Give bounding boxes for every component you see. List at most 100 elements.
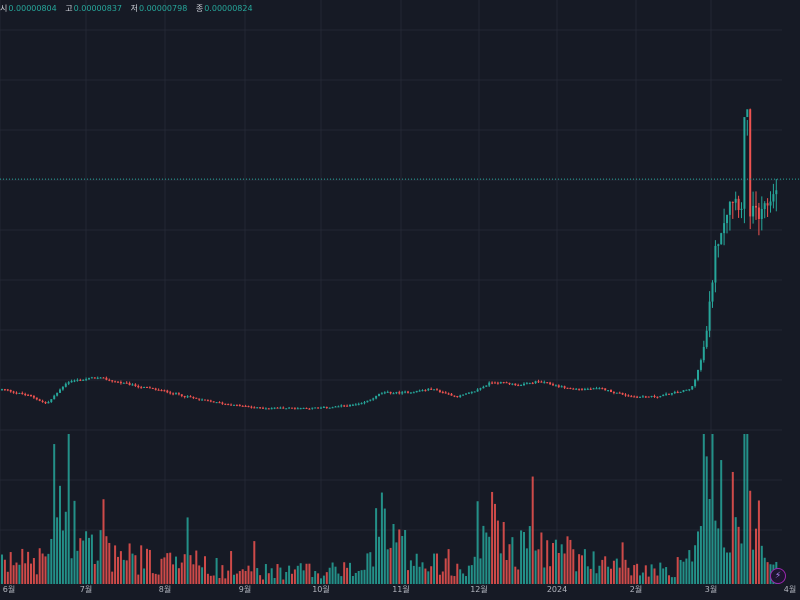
candle-body — [3, 389, 6, 391]
volume-bar — [157, 574, 160, 584]
volume-bar — [534, 550, 537, 584]
candle-body — [308, 408, 311, 410]
candle-body — [183, 395, 186, 398]
candle-body — [520, 385, 523, 387]
candle-body — [375, 395, 378, 399]
volume-bar — [743, 434, 746, 584]
volume-bar — [15, 562, 18, 584]
x-tick-label: 9월 — [239, 584, 251, 594]
candle-body — [270, 408, 273, 410]
volume-bar — [581, 555, 583, 584]
volume-bar — [117, 556, 119, 584]
volume-bar — [673, 577, 676, 584]
candle-body — [412, 392, 415, 394]
volume-bar — [276, 564, 279, 584]
volume-bar — [198, 565, 201, 584]
candle-body — [262, 407, 264, 409]
candle-body — [502, 382, 505, 384]
candle-body — [157, 389, 160, 391]
candle-body — [90, 377, 93, 379]
volume-bar — [18, 564, 21, 584]
candle-body — [641, 396, 644, 398]
volume-bar — [114, 545, 117, 584]
volume-bar — [372, 566, 375, 584]
lightning-icon[interactable]: ⚡ — [770, 568, 786, 584]
candle-body — [218, 402, 221, 404]
candle-body — [737, 198, 740, 210]
volume-bar — [163, 557, 166, 584]
candle-body — [50, 399, 53, 403]
volume-bar — [540, 532, 543, 584]
candle-body — [1, 389, 3, 391]
candle-body — [291, 407, 293, 409]
candle-body — [610, 390, 612, 392]
candle-body — [636, 396, 639, 398]
candle-body — [511, 383, 514, 385]
volume-bar — [404, 529, 407, 584]
volume-bar — [702, 434, 705, 584]
candle-body — [143, 386, 146, 388]
volume-bar — [267, 573, 270, 584]
candle-body — [349, 404, 351, 407]
candle-body — [322, 406, 325, 408]
volume-bar — [734, 517, 737, 584]
candle-body — [267, 408, 270, 410]
volume-bar — [56, 517, 59, 584]
volume-bar — [47, 553, 50, 584]
candle-body — [32, 395, 35, 398]
volume-bar — [589, 568, 592, 584]
candle-body — [554, 385, 557, 387]
candle-body — [453, 395, 456, 397]
candle-body — [67, 382, 70, 384]
candle-body — [21, 392, 24, 394]
candle-body — [612, 391, 615, 393]
candle-body — [279, 407, 282, 409]
volume-bar — [731, 471, 734, 584]
candle-body — [514, 383, 517, 386]
candle-body — [456, 396, 459, 398]
volume-bar — [627, 567, 630, 584]
volume-bar — [639, 575, 641, 584]
volume-bar — [140, 545, 143, 584]
candle-body — [85, 379, 88, 381]
volume-bar — [757, 500, 760, 584]
volume-bar — [21, 548, 24, 584]
candle-body — [476, 389, 479, 392]
volume-bar — [337, 573, 340, 584]
volume-bar — [569, 539, 572, 584]
volume-bar — [360, 570, 363, 584]
candle-body — [380, 393, 383, 395]
candle-body — [35, 397, 38, 400]
candle-body — [702, 346, 705, 361]
candle-body — [366, 400, 369, 403]
volume-bar — [653, 568, 656, 584]
volume-bar — [180, 562, 183, 584]
volume-bar — [508, 544, 511, 584]
candle-body — [227, 404, 230, 406]
candle-body — [467, 392, 470, 394]
volume-bar — [595, 573, 598, 584]
candle-body — [433, 389, 436, 391]
candle-body — [618, 392, 621, 394]
volume-bar — [415, 553, 418, 584]
candle-body — [299, 408, 302, 410]
candle-body — [395, 392, 398, 394]
candle-body — [18, 392, 21, 394]
volume-bar — [128, 543, 131, 584]
x-tick-label: 6월 — [3, 584, 15, 594]
candle-body — [726, 214, 728, 224]
candle-body — [479, 388, 482, 390]
candle-body — [499, 382, 502, 384]
candle-body — [407, 391, 409, 393]
volume-bar — [656, 575, 659, 584]
volume-bar — [659, 562, 662, 584]
candle-body — [465, 393, 467, 395]
volume-bar — [598, 565, 601, 584]
candle-body — [148, 387, 151, 389]
volume-bar — [357, 571, 360, 584]
volume-bar — [154, 573, 157, 584]
candle-body — [9, 389, 12, 392]
candle-body — [720, 233, 723, 245]
